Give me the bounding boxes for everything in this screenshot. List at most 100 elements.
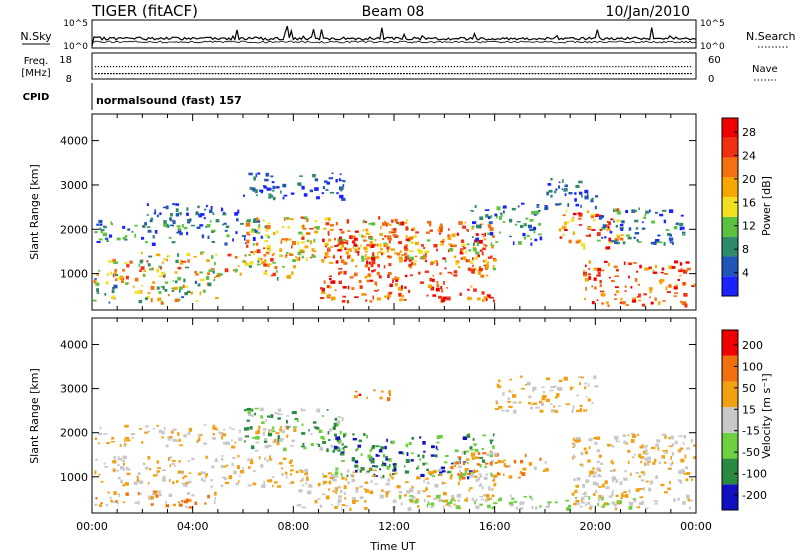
nave-point	[193, 73, 196, 75]
echo-cell	[651, 220, 656, 224]
echo-cell	[281, 472, 284, 477]
echo-cell	[182, 477, 185, 480]
colorbar-segment	[722, 197, 738, 217]
echo-cell	[255, 441, 260, 444]
echo-cell	[118, 493, 120, 497]
echo-cell	[289, 469, 294, 472]
echo-cell	[599, 280, 602, 284]
echo-cell	[134, 291, 139, 294]
echo-cell	[224, 268, 229, 273]
echo-cell	[392, 279, 394, 283]
echo-cell	[297, 182, 302, 186]
colorbar-segment	[722, 432, 738, 459]
echo-cell	[464, 498, 466, 502]
echo-cell	[548, 189, 553, 193]
freq-point	[100, 66, 103, 68]
echo-cell	[451, 462, 454, 465]
echo-cell	[194, 501, 198, 506]
echo-cell	[644, 445, 648, 447]
nave-point	[286, 73, 289, 75]
echo-cell	[638, 453, 642, 458]
nave-point	[567, 73, 570, 75]
echo-cell	[661, 209, 667, 212]
echo-cell	[623, 261, 626, 265]
echo-cell	[422, 462, 425, 466]
echo-cell	[243, 261, 247, 264]
nave-point	[343, 73, 345, 75]
nave-point	[259, 73, 262, 75]
echo-cell	[249, 261, 254, 265]
echo-cell	[529, 406, 534, 410]
echo-cell	[607, 304, 610, 307]
echo-cell	[494, 408, 500, 410]
nave-point	[295, 73, 298, 75]
echo-cell	[426, 231, 430, 234]
echo-cell	[235, 482, 239, 486]
echo-cell	[114, 469, 120, 472]
echo-cell	[389, 392, 391, 397]
echo-cell	[302, 250, 304, 253]
echo-cell	[484, 462, 489, 465]
echo-cell	[177, 227, 181, 231]
echo-cell	[162, 478, 166, 482]
echo-cell	[289, 459, 293, 462]
nave-point	[337, 73, 339, 75]
echo-cell	[533, 214, 537, 216]
echo-cell	[211, 465, 215, 469]
echo-cell	[226, 234, 230, 238]
echo-cell	[276, 186, 280, 189]
echo-cell	[256, 219, 261, 223]
echo-cell	[205, 204, 208, 208]
freq-point	[417, 66, 420, 68]
echo-cell	[621, 492, 624, 497]
nave-point	[172, 73, 175, 75]
echo-cell	[186, 219, 191, 223]
echo-cell	[191, 457, 195, 461]
echo-cell	[678, 269, 683, 273]
echo-cell	[602, 504, 605, 508]
echo-cell	[120, 466, 124, 470]
echo-cell	[642, 473, 646, 476]
echo-cell	[300, 445, 306, 448]
colorbar-segment	[722, 236, 738, 257]
nave-point	[145, 73, 148, 75]
echo-cell	[336, 192, 339, 195]
freq-point	[570, 66, 572, 68]
echo-cell	[98, 269, 101, 272]
echo-cell	[426, 468, 429, 471]
freq-point	[364, 66, 366, 68]
echo-cell	[638, 488, 644, 490]
echo-cell	[574, 192, 577, 195]
echo-cell	[314, 500, 318, 504]
echo-cell	[246, 231, 250, 236]
echo-cell	[114, 272, 117, 275]
echo-cell	[421, 244, 425, 247]
echo-cell	[351, 497, 356, 500]
echo-cell	[130, 433, 135, 436]
nave-point	[639, 73, 641, 75]
echo-cell	[521, 501, 525, 505]
echo-cell	[155, 253, 161, 257]
echo-cell	[301, 423, 304, 427]
echo-cell	[211, 231, 215, 233]
echo-cell	[351, 235, 356, 239]
freq-point	[654, 66, 656, 68]
y-tick-label: 1000	[60, 268, 88, 281]
echo-cell	[178, 286, 183, 291]
echo-cell	[258, 456, 261, 460]
echo-cell	[247, 410, 251, 414]
echo-cell	[237, 209, 240, 214]
echo-cell	[593, 437, 597, 440]
echo-cell	[244, 254, 247, 257]
echo-cell	[259, 407, 264, 412]
echo-cell	[430, 262, 434, 266]
echo-cell	[617, 500, 622, 504]
echo-cell	[255, 173, 258, 178]
echo-cell	[285, 239, 287, 243]
freq-point	[468, 66, 470, 68]
echo-cell	[465, 250, 467, 254]
echo-cell	[277, 435, 280, 439]
echo-cell	[693, 456, 697, 459]
echo-cell	[607, 220, 609, 223]
echo-cell	[426, 239, 431, 242]
